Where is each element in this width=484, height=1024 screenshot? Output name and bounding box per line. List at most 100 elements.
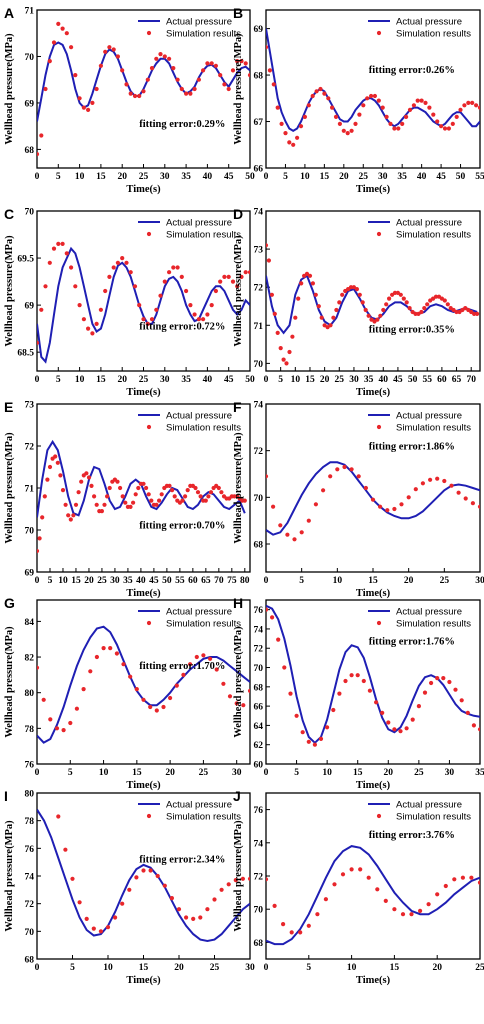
panel-letter: F	[233, 399, 242, 415]
data-point-simulation	[406, 495, 411, 500]
data-point-simulation	[392, 506, 397, 512]
data-point-simulation	[278, 346, 283, 351]
y-tick-label: 71	[25, 7, 35, 17]
data-point-simulation	[384, 114, 389, 119]
data-point-simulation	[203, 498, 208, 503]
data-point-simulation	[285, 532, 290, 537]
y-tick-label: 74	[254, 839, 264, 849]
x-tick-label: 15	[139, 963, 149, 973]
x-tick-label: 0	[35, 576, 40, 586]
data-point-simulation	[128, 91, 133, 96]
data-point-simulation	[334, 307, 339, 313]
plot-area	[266, 604, 480, 747]
data-point-simulation	[121, 662, 126, 667]
y-tick-label: 73	[254, 246, 264, 256]
data-point-simulation	[271, 504, 276, 509]
y-tick-label: 67	[254, 118, 264, 128]
x-axis-label: Time(s)	[126, 975, 161, 986]
y-tick-label: 76	[25, 761, 35, 771]
data-point-simulation	[296, 296, 301, 301]
data-point-simulation	[120, 256, 125, 261]
data-point-simulation	[290, 334, 295, 339]
data-point-simulation	[318, 736, 324, 742]
x-tick-label: 10	[291, 375, 301, 385]
series-line-actual-pressure	[266, 845, 480, 946]
x-tick-label: 20	[117, 375, 127, 385]
data-point-simulation	[266, 45, 269, 50]
data-point-simulation	[146, 492, 151, 497]
data-point-simulation	[118, 485, 123, 491]
data-point-simulation	[128, 504, 133, 509]
data-point-simulation	[66, 513, 71, 518]
data-point-simulation	[141, 868, 146, 873]
data-point-simulation	[302, 114, 307, 119]
data-point-simulation	[392, 126, 397, 131]
x-tick-label: 15	[390, 963, 400, 973]
data-point-simulation	[337, 691, 342, 696]
data-point-simulation	[40, 515, 45, 520]
data-point-simulation	[447, 679, 452, 685]
data-point-simulation	[179, 86, 184, 92]
panel-letter: I	[4, 788, 8, 804]
fitting-error-annotation: fitting error:2.34%	[139, 855, 225, 866]
data-point-simulation	[272, 311, 277, 316]
data-point-simulation	[76, 490, 81, 495]
x-tick-label: 5	[56, 172, 61, 182]
y-tick-label: 68	[254, 541, 264, 551]
y-tick-label: 70	[254, 906, 264, 916]
series-line-actual-pressure	[266, 28, 480, 132]
panel-letter: C	[4, 206, 14, 222]
x-axis-label: Time(s)	[126, 387, 161, 398]
data-point-simulation	[295, 135, 300, 140]
data-point-simulation	[288, 691, 293, 696]
data-point-simulation	[348, 285, 354, 290]
data-point-simulation	[103, 288, 108, 294]
data-point-simulation	[158, 52, 163, 57]
data-point-simulation	[174, 683, 179, 688]
x-tick-label: 30	[232, 768, 242, 778]
y-axis-label: Wellhead pressure(MPa)	[4, 235, 15, 347]
legend-marker-swatch	[146, 620, 152, 626]
data-point-simulation	[226, 274, 231, 279]
data-point-simulation	[73, 502, 79, 507]
data-point-simulation	[154, 502, 159, 507]
legend-label-actual: Actual pressure	[396, 800, 462, 811]
x-tick-label: 0	[35, 172, 40, 182]
y-axis-label: Wellhead pressure(MPa)	[4, 432, 15, 544]
x-tick-label: 0	[264, 768, 269, 778]
data-point-simulation	[322, 91, 327, 96]
data-point-simulation	[55, 460, 60, 465]
data-point-simulation	[310, 93, 315, 99]
y-tick-label: 70	[254, 664, 264, 674]
plot-frame	[265, 599, 481, 765]
x-tick-label: 15	[96, 172, 106, 182]
data-point-simulation	[192, 86, 197, 92]
data-point-simulation	[88, 669, 93, 674]
x-tick-label: 65	[201, 576, 211, 586]
data-point-simulation	[145, 321, 150, 326]
data-point-simulation	[294, 713, 299, 718]
y-tick-label: 70	[25, 208, 35, 218]
data-point-simulation	[90, 100, 95, 105]
legend-marker-swatch	[376, 424, 382, 430]
y-tick-label: 72	[25, 900, 35, 910]
x-tick-label: 55	[422, 375, 432, 385]
data-point-simulation	[398, 292, 403, 297]
legend-marker-swatch	[146, 424, 152, 430]
legend-label-actual: Actual pressure	[166, 17, 232, 28]
plot-area	[37, 21, 250, 157]
data-point-simulation	[102, 502, 107, 507]
x-tick-label: 20	[404, 576, 414, 586]
data-point-simulation	[349, 673, 354, 678]
data-point-simulation	[386, 720, 391, 725]
x-tick-label: 0	[35, 963, 40, 973]
data-point-simulation	[144, 485, 149, 491]
y-tick-label: 69.5	[17, 255, 34, 265]
data-point-simulation	[98, 307, 103, 312]
x-tick-label: 40	[417, 172, 427, 182]
data-point-simulation	[442, 298, 447, 303]
data-point-simulation	[167, 483, 172, 488]
data-point-simulation	[361, 103, 366, 108]
data-point-simulation	[376, 98, 381, 103]
